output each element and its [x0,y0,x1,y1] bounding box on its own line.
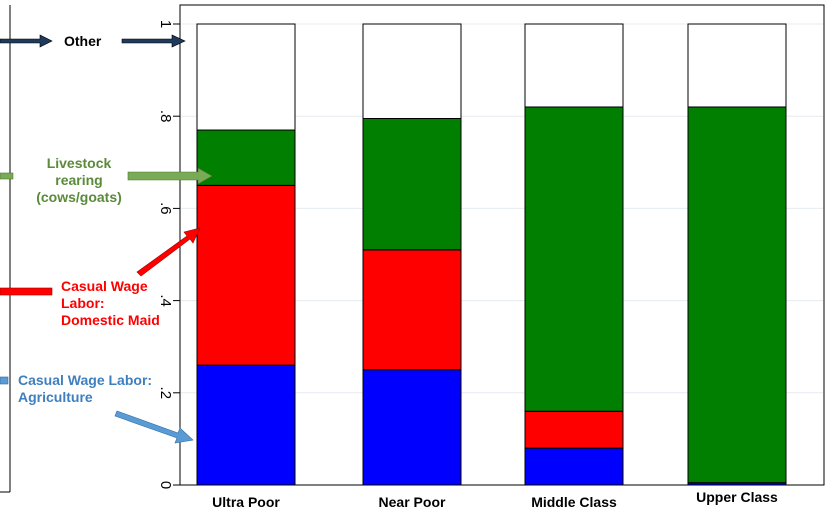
other-arrow-left [0,34,53,48]
bar-maid-2 [524,410,624,449]
annotation-agri-line1: Casual Wage Labor: [18,372,153,388]
y-tick-label-5: 1 [157,20,174,28]
annotation-maid-line2: Labor: [61,295,105,311]
annotation-maid: Casual Wage Labor: Domestic Maid [61,278,160,329]
bar-maid-0 [196,184,296,366]
annotation-livestock: Livestock rearing (cows/goats) [24,155,134,206]
annotation-other-text: Other [64,33,102,49]
maid-arrow-left [0,287,53,296]
annotation-livestock-line3: (cows/goats) [36,189,122,205]
agri-arrow-right [114,410,194,444]
bar-agri-1 [362,369,462,486]
x-category-label-3: Upper Class [696,489,778,505]
annotation-agri-line2: Agriculture [18,389,93,405]
maid-arrow-right [136,227,201,277]
annotation-arrows [0,34,213,444]
bar-other-1 [362,23,462,120]
annotation-maid-line1: Casual Wage [61,278,148,294]
y-axis: 0 .2 .4 .6 .8 1 [157,20,180,489]
bar-agri-0 [196,364,296,486]
bars-group [196,23,787,486]
bar-livestock-3 [687,106,787,484]
bar-other-2 [524,23,624,108]
bar-agri-2 [524,447,624,486]
y-tick-label-3: .6 [157,202,174,215]
x-category-label-0: Ultra Poor [212,494,280,510]
other-arrow-right [121,34,186,48]
y-tick-label-2: .4 [157,294,174,307]
y-tick-label-0: 0 [157,481,174,489]
bar-other-3 [687,23,787,108]
bar-livestock-2 [524,106,624,412]
annotation-livestock-line2: rearing [55,172,103,188]
annotation-other: Other [64,33,101,50]
y-tick-label-4: .8 [157,110,174,123]
bar-livestock-1 [362,118,462,251]
y-tick-label-1: .2 [157,387,174,400]
x-axis: Ultra Poor Near Poor Middle Class Upper Cla… [212,489,778,510]
bar-maid-1 [362,249,462,371]
x-category-label-1: Near Poor [379,494,446,510]
bar-other-0 [196,23,296,131]
x-category-label-2: Middle Class [531,494,617,510]
annotation-livestock-line1: Livestock [46,155,112,171]
annotation-agri: Casual Wage Labor: Agriculture [18,372,152,406]
bar-livestock-0 [196,129,296,186]
annotation-maid-line3: Domestic Maid [61,312,160,328]
livestock-arrow-left [0,172,14,180]
livestock-arrow-right [127,167,213,185]
agri-arrow-left [0,376,9,385]
